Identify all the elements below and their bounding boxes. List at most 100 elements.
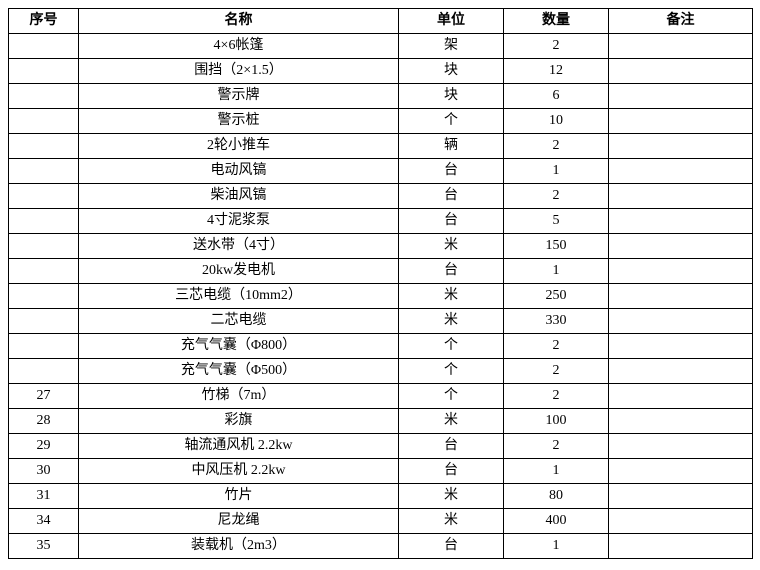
cell-unit: 米 [399, 409, 504, 434]
cell-qty: 80 [504, 484, 609, 509]
cell-qty: 100 [504, 409, 609, 434]
cell-unit: 架 [399, 34, 504, 59]
cell-qty: 250 [504, 284, 609, 309]
cell-qty: 1 [504, 159, 609, 184]
table-row: 4×6帐篷架2 [9, 34, 753, 59]
cell-qty: 2 [504, 184, 609, 209]
cell-unit: 台 [399, 159, 504, 184]
cell-unit: 个 [399, 384, 504, 409]
cell-name: 彩旗 [79, 409, 399, 434]
cell-seq: 28 [9, 409, 79, 434]
cell-remark [609, 484, 753, 509]
cell-name: 警示桩 [79, 109, 399, 134]
cell-remark [609, 509, 753, 534]
table-row: 34尼龙绳米400 [9, 509, 753, 534]
table-row: 35装载机（2m3）台1 [9, 534, 753, 559]
table-row: 围挡（2×1.5）块12 [9, 59, 753, 84]
cell-remark [609, 184, 753, 209]
cell-seq [9, 184, 79, 209]
cell-qty: 330 [504, 309, 609, 334]
cell-name: 充气气囊（Φ500） [79, 359, 399, 384]
cell-remark [609, 409, 753, 434]
cell-remark [609, 334, 753, 359]
cell-qty: 2 [504, 34, 609, 59]
col-header-seq: 序号 [9, 9, 79, 34]
cell-qty: 1 [504, 259, 609, 284]
cell-seq [9, 334, 79, 359]
cell-unit: 块 [399, 59, 504, 84]
table-row: 三芯电缆（10mm2）米250 [9, 284, 753, 309]
col-header-unit: 单位 [399, 9, 504, 34]
cell-unit: 块 [399, 84, 504, 109]
equipment-table-container: 序号 名称 单位 数量 备注 4×6帐篷架2围挡（2×1.5）块12警示牌块6警… [8, 8, 752, 559]
cell-name: 轴流通风机 2.2kw [79, 434, 399, 459]
cell-name: 电动风镐 [79, 159, 399, 184]
table-row: 充气气囊（Φ800）个2 [9, 334, 753, 359]
cell-seq [9, 159, 79, 184]
cell-remark [609, 159, 753, 184]
table-row: 28彩旗米100 [9, 409, 753, 434]
cell-name: 竹梯（7m） [79, 384, 399, 409]
col-header-qty: 数量 [504, 9, 609, 34]
cell-name: 2轮小推车 [79, 134, 399, 159]
cell-unit: 台 [399, 209, 504, 234]
cell-remark [609, 534, 753, 559]
cell-name: 送水带（4寸） [79, 234, 399, 259]
cell-qty: 2 [504, 384, 609, 409]
cell-seq: 35 [9, 534, 79, 559]
cell-seq [9, 234, 79, 259]
cell-qty: 150 [504, 234, 609, 259]
cell-remark [609, 384, 753, 409]
cell-unit: 台 [399, 184, 504, 209]
table-row: 4寸泥浆泵台5 [9, 209, 753, 234]
cell-remark [609, 59, 753, 84]
table-row: 警示桩个10 [9, 109, 753, 134]
cell-unit: 米 [399, 509, 504, 534]
cell-seq [9, 359, 79, 384]
cell-remark [609, 84, 753, 109]
equipment-table: 序号 名称 单位 数量 备注 4×6帐篷架2围挡（2×1.5）块12警示牌块6警… [8, 8, 753, 559]
cell-name: 20kw发电机 [79, 259, 399, 284]
cell-qty: 12 [504, 59, 609, 84]
cell-remark [609, 434, 753, 459]
cell-qty: 2 [504, 434, 609, 459]
cell-qty: 1 [504, 459, 609, 484]
table-row: 二芯电缆米330 [9, 309, 753, 334]
cell-qty: 2 [504, 359, 609, 384]
table-row: 20kw发电机台1 [9, 259, 753, 284]
cell-seq [9, 209, 79, 234]
cell-seq: 31 [9, 484, 79, 509]
cell-unit: 台 [399, 434, 504, 459]
cell-name: 二芯电缆 [79, 309, 399, 334]
table-header-row: 序号 名称 单位 数量 备注 [9, 9, 753, 34]
table-row: 送水带（4寸）米150 [9, 234, 753, 259]
cell-seq [9, 259, 79, 284]
cell-qty: 1 [504, 534, 609, 559]
cell-unit: 辆 [399, 134, 504, 159]
table-row: 27竹梯（7m）个2 [9, 384, 753, 409]
cell-unit: 个 [399, 109, 504, 134]
cell-remark [609, 234, 753, 259]
cell-name: 中风压机 2.2kw [79, 459, 399, 484]
cell-seq: 30 [9, 459, 79, 484]
cell-qty: 2 [504, 134, 609, 159]
cell-name: 柴油风镐 [79, 184, 399, 209]
table-row: 警示牌块6 [9, 84, 753, 109]
cell-unit: 米 [399, 309, 504, 334]
cell-unit: 米 [399, 484, 504, 509]
table-body: 4×6帐篷架2围挡（2×1.5）块12警示牌块6警示桩个102轮小推车辆2电动风… [9, 34, 753, 559]
cell-remark [609, 309, 753, 334]
cell-remark [609, 109, 753, 134]
cell-remark [609, 34, 753, 59]
table-row: 柴油风镐台2 [9, 184, 753, 209]
cell-unit: 台 [399, 459, 504, 484]
cell-name: 尼龙绳 [79, 509, 399, 534]
table-row: 29轴流通风机 2.2kw台2 [9, 434, 753, 459]
cell-unit: 米 [399, 284, 504, 309]
cell-seq [9, 84, 79, 109]
cell-seq: 29 [9, 434, 79, 459]
cell-seq [9, 59, 79, 84]
cell-name: 警示牌 [79, 84, 399, 109]
cell-qty: 400 [504, 509, 609, 534]
cell-name: 三芯电缆（10mm2） [79, 284, 399, 309]
